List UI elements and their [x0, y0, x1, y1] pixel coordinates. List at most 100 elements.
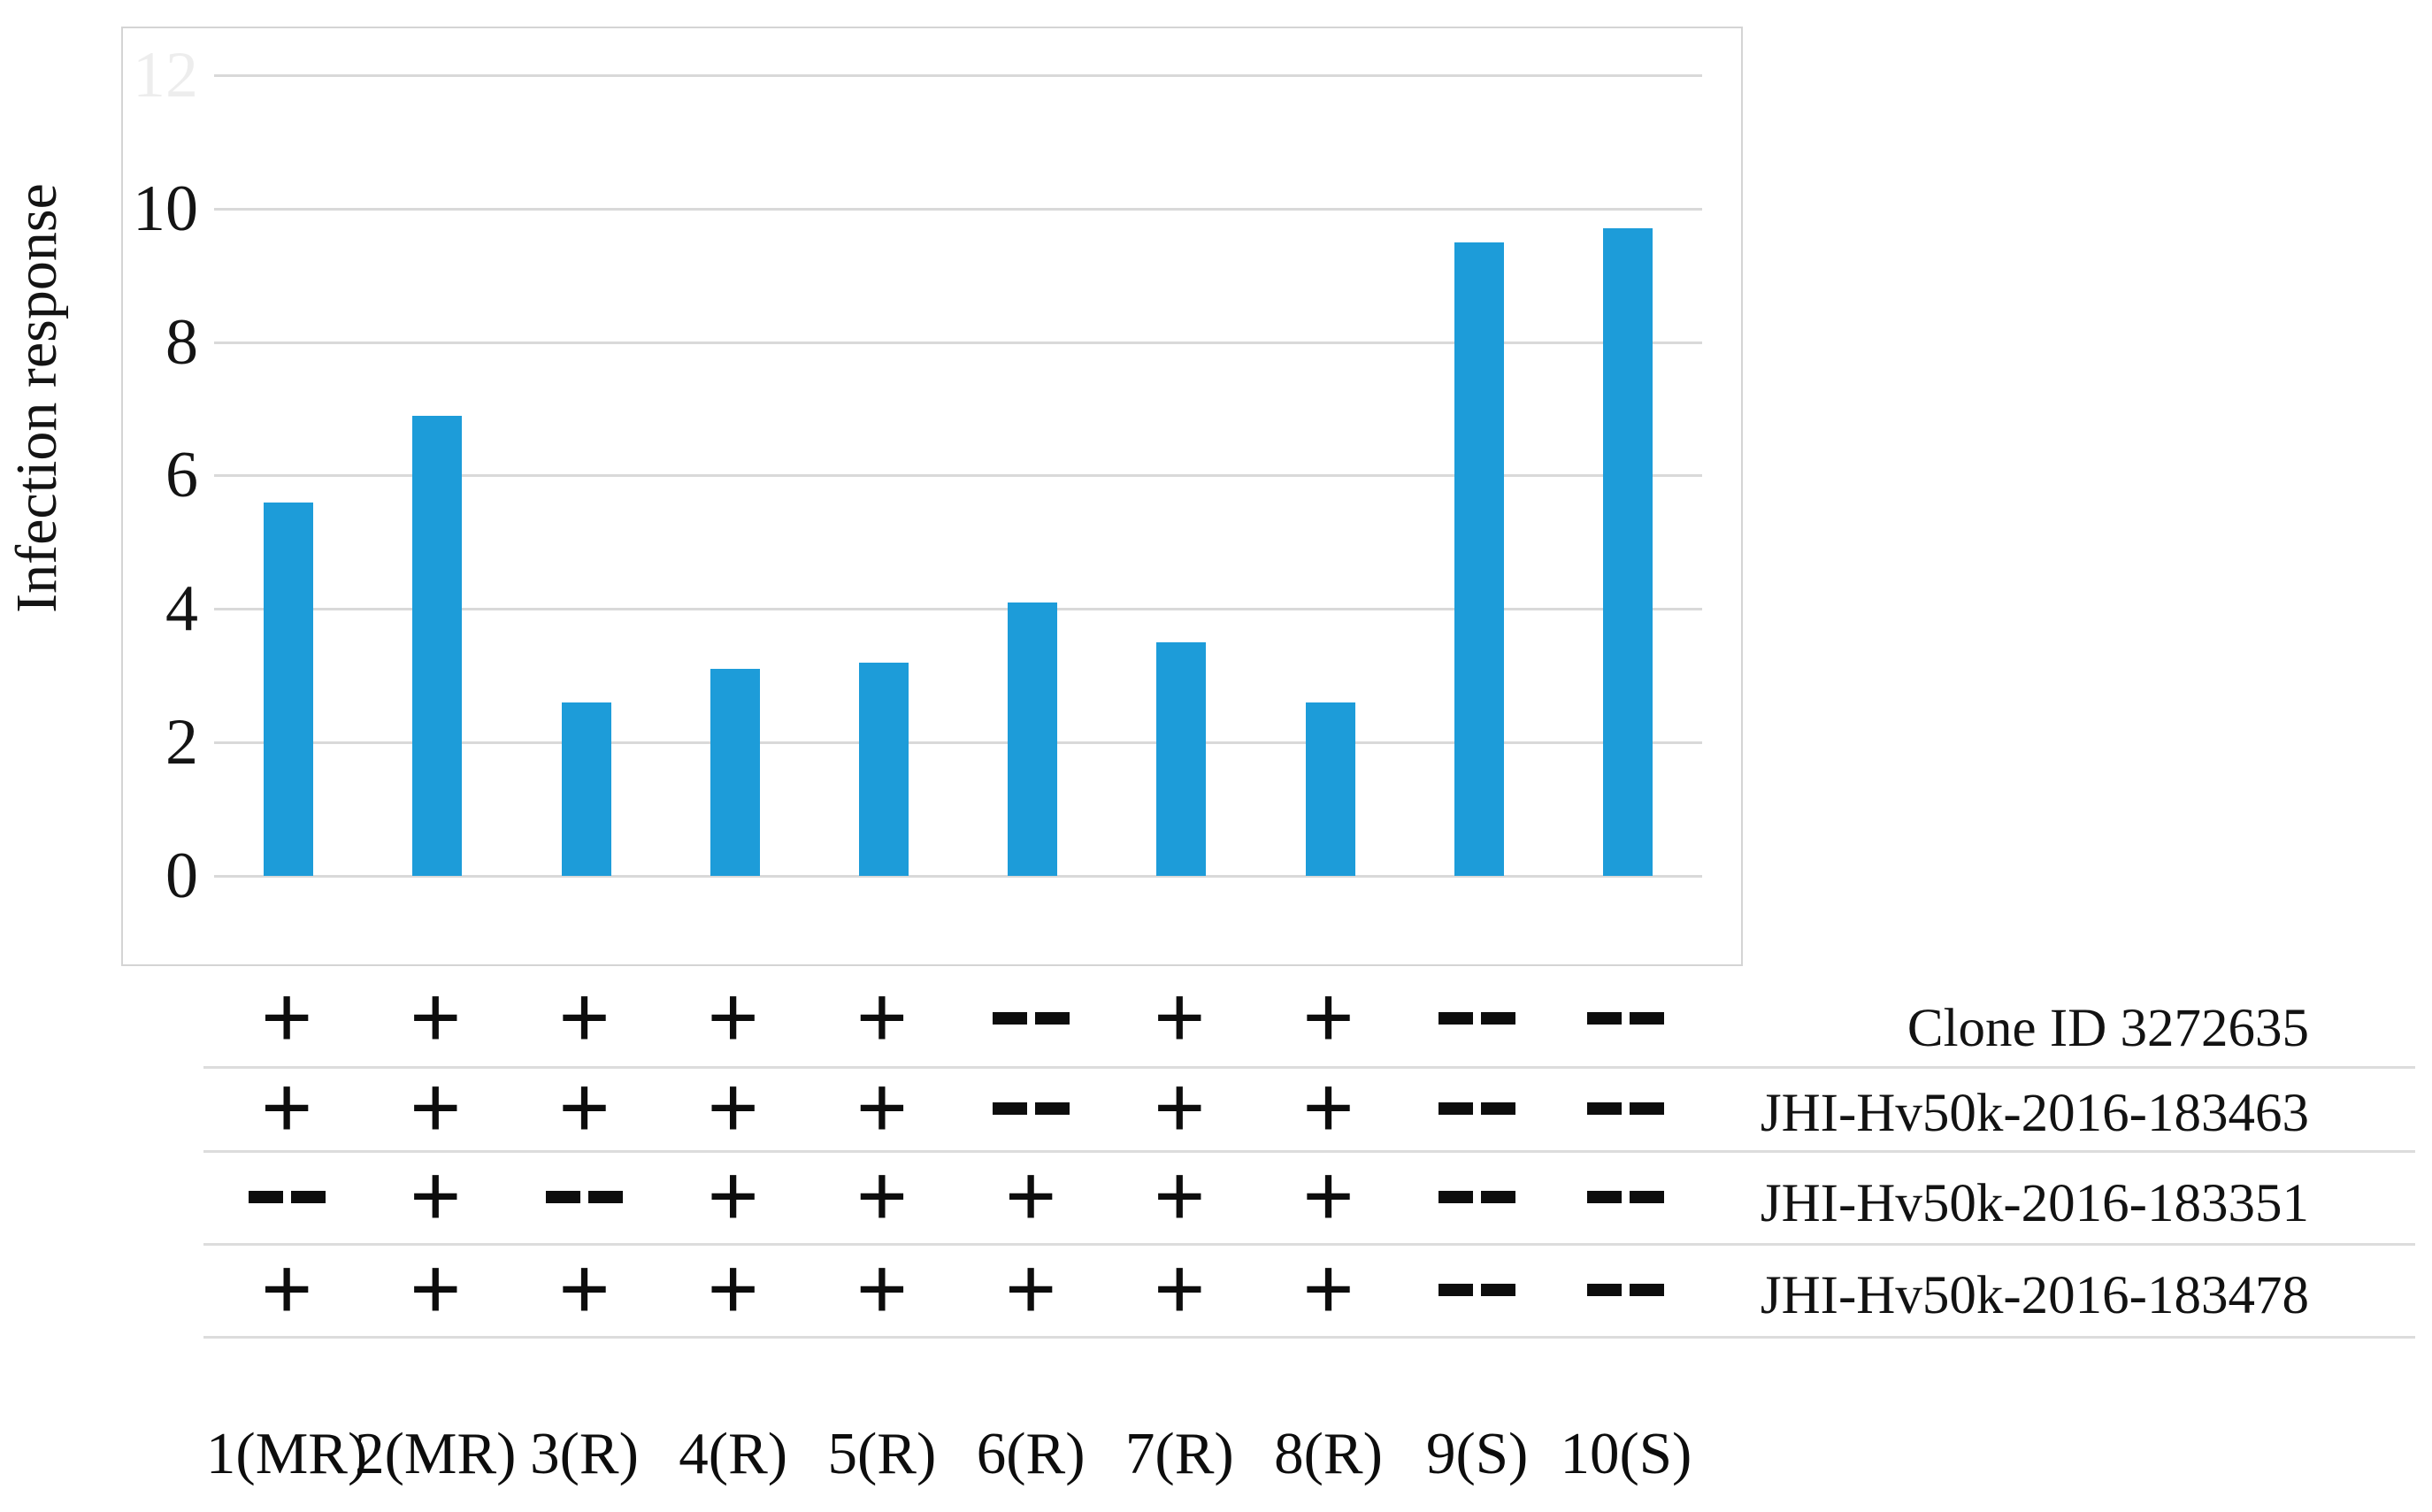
minus-dash: [1481, 1283, 1516, 1296]
y-tick-label: 6: [165, 439, 198, 512]
minus-mark: [1587, 1283, 1665, 1296]
minus-mark: [1587, 1190, 1665, 1203]
y-tick-label: 2: [165, 706, 198, 779]
bar-5(R): [858, 662, 909, 876]
bar-1(MR): [264, 502, 314, 876]
minus-mark: [1587, 1101, 1665, 1115]
y-tick-label: 10: [133, 172, 198, 245]
marker-cell-r1-c3: +: [510, 970, 660, 1066]
plus-mark: +: [1153, 1145, 1206, 1247]
minus-dash: [546, 1190, 580, 1203]
bar-6(R): [1008, 602, 1058, 876]
plus-mark: +: [260, 1056, 313, 1159]
plus-mark: +: [707, 1056, 760, 1159]
marker-cell-r1-c6: [955, 970, 1106, 1066]
marker-table-separator-2: [203, 1150, 2415, 1153]
marker-cell-r2-c3: +: [510, 1062, 660, 1154]
plus-mark: +: [260, 1238, 313, 1340]
marker-row-label-2: JHI-Hv50k-2016-183463: [1760, 1084, 2309, 1143]
x-axis-label-6(R): 6(R): [976, 1421, 1086, 1486]
plus-mark: +: [707, 1145, 760, 1247]
marker-cell-r2-c2: +: [360, 1062, 510, 1154]
marker-cell-r1-c8: +: [1254, 970, 1404, 1066]
x-axis-label-1(MR): 1(MR): [205, 1421, 368, 1486]
minus-mark: [1438, 1190, 1516, 1203]
marker-cell-r3-c1: [211, 1150, 362, 1243]
marker-cell-r2-c4: +: [658, 1062, 809, 1154]
bar-4(R): [710, 669, 760, 876]
marker-row-label-1: Clone ID 3272635: [1906, 999, 2309, 1058]
minus-dash: [290, 1190, 326, 1203]
marker-table-separator-4: [203, 1336, 2415, 1339]
minus-dash: [1481, 1011, 1516, 1025]
plus-mark: +: [557, 966, 611, 1069]
plus-mark: +: [409, 1238, 462, 1340]
marker-cell-r3-c4: +: [658, 1150, 809, 1243]
marker-cell-r1-c9: [1402, 970, 1553, 1066]
minus-mark: [1587, 1011, 1665, 1025]
bar-7(R): [1156, 642, 1207, 876]
plus-mark: +: [1301, 1145, 1355, 1247]
minus-mark: [992, 1011, 1070, 1025]
plus-mark: +: [855, 1145, 909, 1247]
bar-2(MR): [412, 415, 463, 876]
marker-cell-r2-c10: [1551, 1066, 1701, 1150]
plus-mark: +: [1301, 1238, 1355, 1340]
minus-dash: [248, 1190, 283, 1203]
y-tick-label-faint-12: 12: [133, 38, 198, 111]
plus-mark: +: [1153, 966, 1206, 1069]
x-axis-label-8(R): 8(R): [1274, 1421, 1383, 1486]
marker-cell-r2-c9: [1402, 1066, 1553, 1150]
marker-cell-r4-c9: [1402, 1243, 1553, 1336]
plus-mark: +: [1004, 1238, 1057, 1340]
minus-mark: [1438, 1283, 1516, 1296]
marker-cell-r3-c5: +: [807, 1150, 957, 1243]
gridline-y6: [214, 474, 1702, 478]
plus-mark: +: [855, 966, 909, 1069]
minus-mark: [992, 1101, 1070, 1115]
x-axis-label-10(S): 10(S): [1560, 1421, 1692, 1486]
marker-cell-r4-c1: +: [211, 1243, 362, 1336]
plus-mark: +: [855, 1238, 909, 1340]
x-axis-label-4(R): 4(R): [679, 1421, 788, 1486]
marker-cell-r3-c3: [510, 1150, 660, 1243]
marker-cell-r2-c5: +: [807, 1062, 957, 1154]
marker-cell-r2-c7: +: [1104, 1062, 1254, 1154]
x-axis-label-2(MR): 2(MR): [355, 1421, 517, 1486]
plus-mark: +: [1301, 1056, 1355, 1159]
marker-cell-r2-c6: [955, 1066, 1106, 1150]
x-axis-label-7(R): 7(R): [1124, 1421, 1234, 1486]
minus-dash: [992, 1011, 1027, 1025]
marker-cell-r4-c2: +: [360, 1243, 510, 1336]
plus-mark: +: [1153, 1238, 1206, 1340]
gridline-y0: [214, 875, 1702, 878]
marker-cell-r4-c7: +: [1104, 1243, 1254, 1336]
x-axis-label-9(S): 9(S): [1425, 1421, 1529, 1486]
minus-mark: [1438, 1011, 1516, 1025]
marker-cell-r2-c1: +: [211, 1062, 362, 1154]
plus-mark: +: [409, 1145, 462, 1247]
minus-dash: [588, 1190, 623, 1203]
x-axis-label-3(R): 3(R): [530, 1421, 639, 1486]
minus-dash: [1587, 1283, 1623, 1296]
gridline-y4: [214, 608, 1702, 611]
plus-mark: +: [1004, 1145, 1057, 1247]
plus-mark: +: [1153, 1056, 1206, 1159]
marker-cell-r4-c4: +: [658, 1243, 809, 1336]
marker-cell-r3-c10: [1551, 1150, 1701, 1243]
marker-table-separator-1: [203, 1066, 2415, 1069]
y-tick-label: 0: [165, 840, 198, 912]
chart-plot-box: 0 2 4 6 8 10 12: [121, 27, 1743, 966]
marker-cell-r2-c8: +: [1254, 1062, 1404, 1154]
minus-mark: [546, 1190, 623, 1203]
marker-cell-r4-c10: [1551, 1243, 1701, 1336]
gridline-y2: [214, 741, 1702, 745]
bar-8(R): [1305, 702, 1355, 876]
minus-dash: [1438, 1190, 1474, 1203]
marker-cell-r4-c8: +: [1254, 1243, 1404, 1336]
plus-mark: +: [707, 966, 760, 1069]
plus-mark: +: [855, 1056, 909, 1159]
marker-cell-r1-c2: +: [360, 970, 510, 1066]
minus-dash: [1034, 1101, 1070, 1115]
